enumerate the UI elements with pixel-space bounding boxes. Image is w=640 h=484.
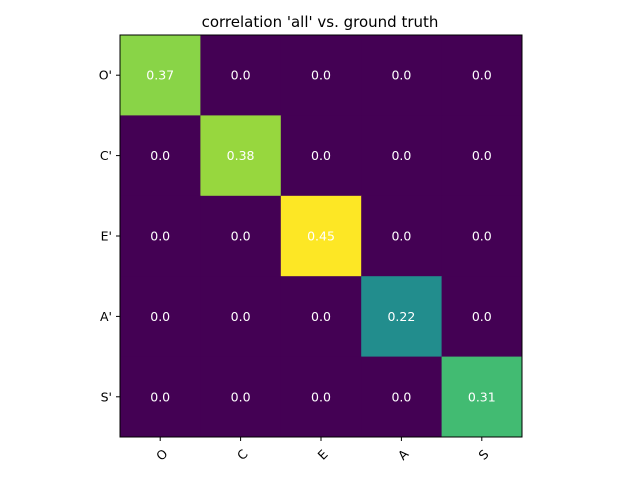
heatmap-cell xyxy=(361,195,443,277)
heatmap-cell xyxy=(200,356,282,438)
heatmap-cell xyxy=(441,35,523,116)
cell-value-label: 0.45 xyxy=(307,229,335,244)
heatmap-cell xyxy=(120,356,201,438)
y-tick-label: A' xyxy=(100,309,112,324)
cell-value-label: 0.0 xyxy=(150,309,170,324)
cell-value-label: 0.0 xyxy=(231,389,251,404)
x-tick-label: O xyxy=(153,446,171,464)
heatmap-cell xyxy=(120,115,201,197)
heatmap-cell xyxy=(441,356,523,438)
cell-value-label: 0.0 xyxy=(391,68,411,83)
heatmap-cell xyxy=(361,356,443,438)
heatmap-cell xyxy=(120,276,201,358)
heatmap-cell xyxy=(280,195,362,277)
heatmap-cell xyxy=(120,35,201,116)
cell-value-label: 0.0 xyxy=(231,68,251,83)
heatmap-cell xyxy=(441,276,523,358)
heatmap-cell xyxy=(280,276,362,358)
cell-value-label: 0.0 xyxy=(472,229,492,244)
y-tick-label: E' xyxy=(101,229,112,244)
y-tick-label: S' xyxy=(101,389,112,404)
cell-value-label: 0.0 xyxy=(472,309,492,324)
heatmap-cell xyxy=(280,356,362,438)
cell-value-label: 0.0 xyxy=(311,389,331,404)
cell-value-labels: 0.37 0.0 0.0 0.0 0.0 0.0 0.38 0.0 0.0 0.0 0.0 0.0 0.… xyxy=(146,68,495,405)
cell-value-label: 0.0 xyxy=(231,309,251,324)
cell-value-label: 0.0 xyxy=(150,148,170,163)
cell-value-label: 0.0 xyxy=(311,68,331,83)
cell-value-label: 0.0 xyxy=(311,309,331,324)
heatmap-cell xyxy=(200,195,282,277)
x-tick-label: S xyxy=(475,446,491,462)
heatmap-cell xyxy=(280,35,362,116)
x-tick-label: E xyxy=(315,446,331,462)
y-tick-label: O' xyxy=(99,68,112,83)
cell-value-label: 0.0 xyxy=(150,229,170,244)
heatmap-cell xyxy=(441,195,523,277)
heatmap-cell xyxy=(441,115,523,197)
y-tick-label: C' xyxy=(100,148,112,163)
heatmap-cell xyxy=(280,115,362,197)
heatmap-cell xyxy=(361,115,443,197)
heatmap-cell xyxy=(200,115,282,197)
heatmap-cell xyxy=(361,35,443,116)
heatmap-cells xyxy=(120,35,523,438)
cell-value-label: 0.22 xyxy=(387,309,415,324)
x-tick-label: A xyxy=(395,446,412,463)
heatmap-cell xyxy=(200,35,282,116)
heatmap-cell xyxy=(120,195,201,277)
x-tick-label: C xyxy=(234,446,251,463)
cell-value-label: 0.0 xyxy=(472,148,492,163)
cell-value-label: 0.38 xyxy=(227,148,255,163)
cell-value-label: 0.0 xyxy=(391,229,411,244)
heatmap-cell xyxy=(361,276,443,358)
cell-value-label: 0.37 xyxy=(146,68,174,83)
cell-value-label: 0.0 xyxy=(391,148,411,163)
cell-value-label: 0.31 xyxy=(468,389,496,404)
chart-title: correlation 'all' vs. ground truth xyxy=(202,13,439,31)
cell-value-label: 0.0 xyxy=(150,389,170,404)
cell-value-label: 0.0 xyxy=(472,68,492,83)
cell-value-label: 0.0 xyxy=(311,148,331,163)
heatmap-cell xyxy=(200,276,282,358)
cell-value-label: 0.0 xyxy=(231,229,251,244)
cell-value-label: 0.0 xyxy=(391,389,411,404)
